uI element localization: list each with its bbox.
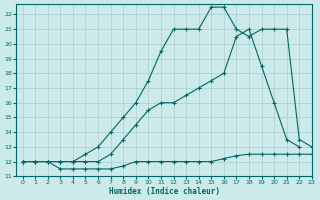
X-axis label: Humidex (Indice chaleur): Humidex (Indice chaleur) [108, 187, 220, 196]
